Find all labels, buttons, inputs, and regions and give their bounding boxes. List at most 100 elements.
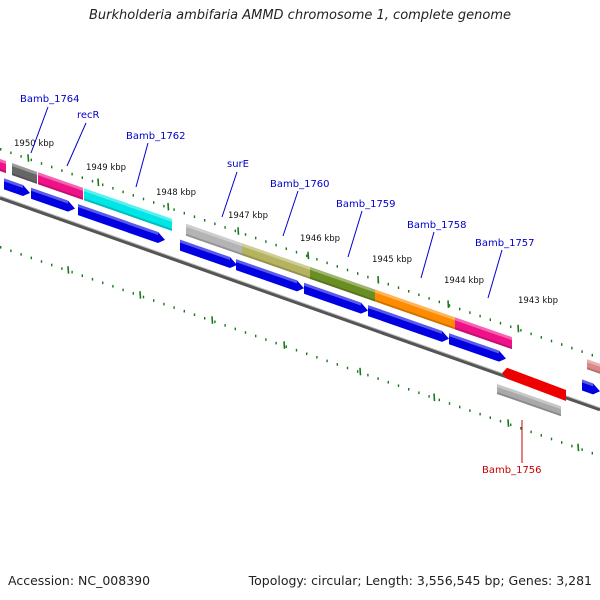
tick-mark (530, 430, 532, 434)
tick-mark (20, 253, 22, 256)
bar-shine (497, 383, 561, 410)
tick-mark (51, 165, 53, 169)
tick-mark (132, 194, 134, 197)
gene-bar-surE (186, 223, 242, 256)
kbp-label: 1948 kbp (156, 188, 196, 198)
tick-mark (550, 437, 553, 441)
arrow-shine (304, 282, 361, 306)
cds-arrow (31, 187, 75, 212)
major-tick-mark (359, 367, 362, 376)
tick-mark (418, 293, 420, 297)
tick-mark (61, 267, 63, 270)
tick-mark (214, 320, 216, 324)
gene-bar-Bamb_1759 (310, 266, 375, 302)
bar-shine (12, 163, 37, 175)
backbone-line (0, 195, 600, 412)
gene-label-surE: surE (227, 159, 249, 170)
tick-mark (30, 158, 32, 162)
outer-tick-track (0, 148, 593, 357)
tick-mark (112, 285, 114, 288)
cds-arrow (368, 305, 449, 342)
tick-mark (397, 384, 400, 387)
gene-bar-Bamb_1760 (242, 243, 310, 279)
tick-mark (102, 183, 104, 187)
tick-mark (214, 222, 216, 226)
gene-label-Bamb_1756: Bamb_1756 (482, 465, 542, 476)
feature-layer (0, 159, 600, 417)
bar-shade (186, 233, 242, 256)
tick-mark (204, 219, 206, 222)
bar-shade (497, 391, 561, 417)
tick-mark (550, 339, 553, 343)
gene-bar-partial (587, 359, 600, 374)
tick-mark (520, 329, 522, 332)
tick-mark (397, 286, 400, 289)
tick-mark (224, 226, 226, 229)
tick-mark (540, 434, 542, 437)
tick-mark (469, 409, 471, 412)
tick-mark (20, 155, 22, 158)
gene-label-Bamb_1760: Bamb_1760 (270, 179, 330, 190)
tick-mark (81, 274, 83, 277)
tick-mark (91, 277, 94, 281)
tick-mark (336, 265, 338, 268)
major-tick-mark (517, 324, 520, 333)
major-tick-mark (377, 275, 380, 284)
inner-tick-track (0, 246, 593, 455)
tick-mark (459, 405, 461, 409)
kbp-label: 1949 kbp (86, 163, 126, 173)
leader-line (66, 122, 87, 167)
tick-mark (408, 290, 410, 293)
tick-mark (275, 243, 277, 247)
major-tick-mark (97, 178, 100, 187)
major-tick-mark (447, 300, 450, 308)
tick-mark (112, 187, 114, 190)
leader-line (282, 190, 299, 237)
tick-mark (581, 448, 583, 451)
tick-mark (142, 295, 145, 299)
tick-mark (224, 324, 226, 327)
topology-text: Topology: circular; Length: 3,556,545 bp… (248, 573, 592, 588)
major-tick-mark (507, 419, 510, 427)
bar-shade (242, 253, 310, 279)
gene-bar-Bamb_1762 (84, 188, 172, 231)
tick-mark (367, 275, 369, 279)
major-tick-mark (211, 316, 214, 324)
tick-mark (459, 307, 461, 311)
tick-mark (479, 314, 481, 318)
tick-mark (91, 179, 94, 183)
tick-mark (40, 260, 43, 263)
gene-bar-partial (0, 159, 6, 174)
arrow-shine (31, 187, 68, 204)
arrow-shine (582, 379, 593, 387)
tick-mark (0, 148, 2, 151)
tick-mark (204, 317, 206, 320)
major-tick-mark (577, 443, 580, 452)
tick-mark (377, 377, 379, 380)
tick-mark (142, 197, 145, 201)
arrow-shine (180, 239, 230, 261)
backbone-highlight (0, 195, 600, 409)
major-tick-mark (167, 202, 170, 211)
tick-mark (540, 336, 542, 339)
tick-mark (10, 249, 12, 253)
tick-mark (51, 263, 53, 267)
kbp-label: 1946 kbp (300, 234, 340, 244)
gene-label-Bamb_1757: Bamb_1757 (475, 238, 535, 249)
gene-bar-Bamb_1764 (12, 163, 37, 184)
tick-mark (510, 423, 512, 427)
tick-mark (428, 395, 430, 398)
bar-shine (84, 188, 172, 222)
gene-bar-Bamb_1758 (375, 289, 455, 330)
tick-mark (346, 366, 349, 370)
bar-shade (0, 169, 6, 174)
gene-label-Bamb_1764: Bamb_1764 (20, 94, 80, 105)
arrow-shine (449, 333, 499, 354)
tick-mark (489, 318, 491, 321)
tick-mark (255, 334, 257, 338)
tick-mark (10, 151, 12, 155)
tick-mark (499, 419, 502, 423)
tick-mark (571, 346, 573, 350)
tick-mark (438, 398, 440, 402)
